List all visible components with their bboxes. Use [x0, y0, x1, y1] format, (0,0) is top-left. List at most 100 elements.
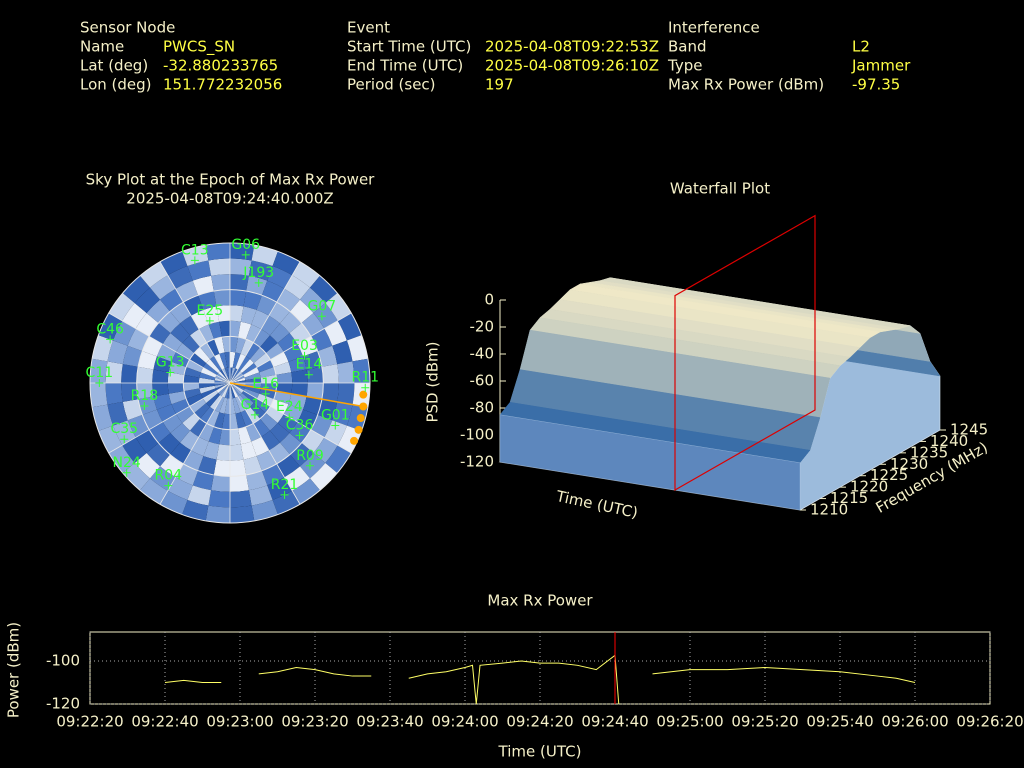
sky-background-tile: [240, 441, 257, 460]
sky-background-tile: [230, 369, 240, 383]
sky-background-tile: [214, 412, 225, 429]
sky-background-tile: [253, 329, 270, 348]
sky-background-tile: [180, 430, 199, 451]
satellite-marker: [305, 461, 314, 470]
sky-background-tile: [260, 374, 277, 383]
sky-background-tile: [246, 470, 268, 491]
satellite-label: R11: [351, 370, 379, 386]
sky-background-tile: [265, 343, 284, 360]
sky-background-tile: [183, 374, 200, 383]
sky-background-tile: [90, 358, 108, 383]
info-label: Lon (deg): [80, 76, 152, 94]
y-tick-label: -100: [46, 652, 80, 670]
sky-background-tile: [168, 391, 187, 405]
sky-background-tile: [240, 306, 257, 325]
satellite-label: G01: [321, 408, 350, 424]
sky-background-tile: [332, 401, 353, 426]
x-tick-label: 09:22:20: [56, 713, 123, 731]
sky-background-tile: [214, 383, 230, 386]
sky-background-tile: [203, 306, 220, 325]
satellite-marker: [190, 256, 199, 265]
sky-background-tile: [214, 337, 225, 354]
sky-background-tile: [313, 437, 338, 463]
sky-background-tile: [309, 275, 338, 304]
sky-background-tile: [270, 351, 289, 368]
sky-background-tile: [108, 445, 135, 473]
sky-background-tile: [267, 266, 293, 289]
sky-background-tile: [230, 383, 233, 399]
info-value: PWCS_SN: [163, 38, 235, 57]
sky-background-tile: [182, 335, 201, 354]
sky-background-tile: [140, 478, 168, 505]
sky-background-tile: [224, 398, 230, 415]
sky-background-tile: [190, 329, 207, 348]
sky-background-tile: [98, 425, 123, 453]
sky-background-tile: [230, 351, 236, 368]
sky-background-tile: [256, 393, 274, 407]
y-tick-label: -120: [46, 695, 80, 713]
sky-background-tile: [210, 356, 223, 372]
z-tick-label: 0: [484, 291, 494, 309]
sky-background-tile: [158, 311, 181, 334]
satellite-label: G13: [156, 354, 185, 370]
interference-point: [356, 414, 365, 423]
sky-background-tile: [211, 274, 230, 292]
satellite-marker: [317, 312, 326, 321]
sky-background-tile: [230, 320, 241, 338]
sky-background-tile: [291, 369, 308, 383]
sky-background-tile: [127, 414, 150, 438]
x-tick-label: 09:23:20: [281, 713, 348, 731]
sky-background-tile: [244, 385, 261, 394]
sky-background-tile: [168, 361, 187, 375]
sky-background-tile: [167, 372, 185, 383]
satellite-marker: [106, 335, 115, 344]
sky-background-tile: [238, 426, 252, 445]
sky-background-tile: [237, 394, 250, 410]
sky-background-tile: [107, 340, 128, 365]
sky-background-tile: [245, 342, 260, 360]
sky-background-tile: [219, 397, 228, 414]
sky-background-tile: [309, 462, 338, 491]
sky-background-tile: [240, 409, 254, 427]
x-tick-label: 09:26:20: [956, 713, 1023, 731]
sky-background-tile: [261, 430, 280, 451]
info-label: Lat (deg): [80, 57, 148, 75]
sky-background-tile: [259, 335, 278, 354]
sky-background-tile: [127, 328, 150, 352]
satellite-label: C46: [96, 321, 124, 337]
sky-background-tile: [189, 398, 207, 413]
satellite-label: C13: [181, 242, 209, 258]
satellite-label: G06: [231, 237, 260, 253]
sky-background-tile: [167, 383, 185, 394]
sky-background-tile: [198, 324, 215, 343]
sky-background-tile: [203, 441, 220, 460]
sky-background-tile: [232, 352, 241, 369]
sky-background-tile: [241, 390, 257, 403]
satellite-label: N24: [113, 455, 141, 471]
info-label: Start Time (UTC): [347, 38, 471, 56]
panel-title: Sensor Node: [80, 19, 175, 37]
info-label: Type: [667, 57, 702, 75]
sky-background-tile: [275, 372, 293, 383]
sky-background-tile: [182, 499, 209, 521]
sky-background-tile: [206, 392, 221, 407]
satellite-marker: [254, 278, 263, 287]
satellite-label: C35: [110, 421, 138, 437]
x-tick-label: 09:24:00: [431, 713, 498, 731]
info-value: 197: [485, 76, 514, 94]
sky-background-tile: [216, 373, 230, 383]
sky-background-tile: [227, 367, 230, 383]
azimuth-spoke: [159, 382, 231, 505]
sky-background-tile: [221, 413, 230, 430]
sky-background-tile: [230, 377, 246, 383]
sky-background-tile: [277, 333, 298, 352]
sky-background-tile: [230, 289, 247, 307]
sky-background-tile: [216, 305, 230, 322]
sky-background-tile: [324, 320, 347, 346]
x-tick-label: 09:25:40: [806, 713, 873, 731]
power-line: [164, 654, 916, 705]
sky-background-tile: [208, 426, 222, 445]
sky-background-tile: [291, 383, 308, 397]
sky-background-tile: [206, 339, 220, 357]
sky-background-tile: [140, 261, 168, 288]
